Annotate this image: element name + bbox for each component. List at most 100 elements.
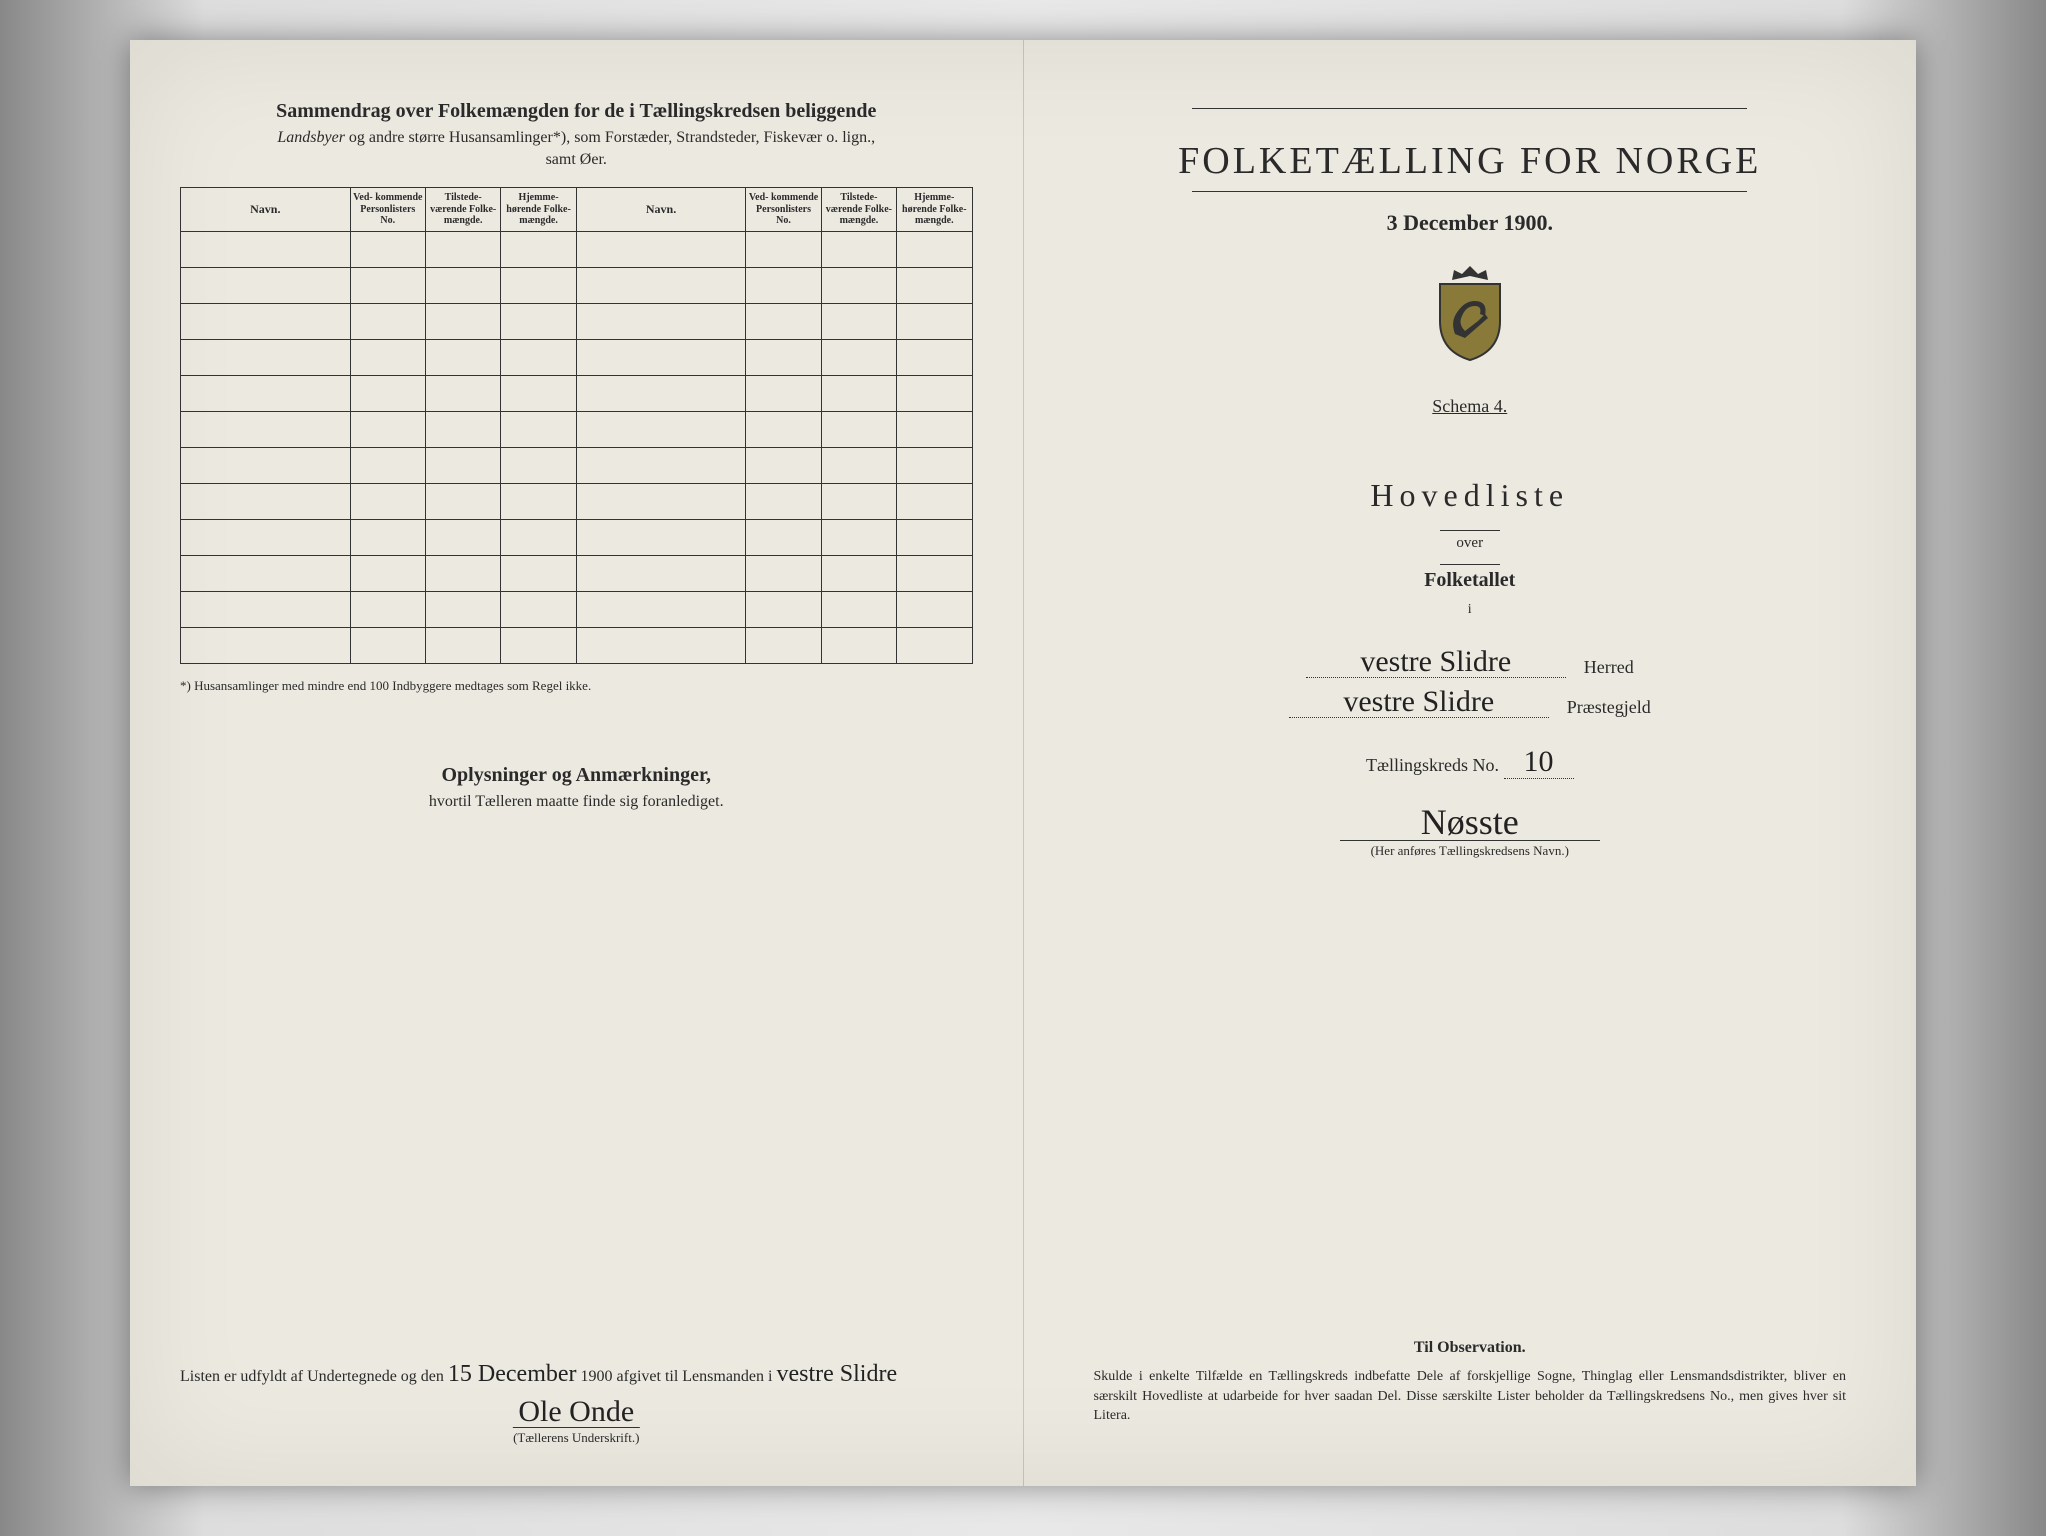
i-label: i <box>1074 602 1867 618</box>
col-navn-2: Navn. <box>576 188 746 232</box>
table-cell <box>897 447 972 483</box>
table-body <box>181 231 973 663</box>
table-cell <box>425 231 500 267</box>
praestegjeld-row: vestre Slidre Præstegjeld <box>1074 688 1867 718</box>
table-cell <box>181 375 351 411</box>
table-row <box>181 375 973 411</box>
table-cell <box>746 447 821 483</box>
table-cell <box>821 483 896 519</box>
table-cell <box>576 231 746 267</box>
oplysninger-section: Oplysninger og Anmærkninger, hvortil Tæl… <box>180 764 973 811</box>
table-cell <box>897 231 972 267</box>
kreds-name-block: Nøsste (Her anføres Tællingskredsens Nav… <box>1074 806 1867 859</box>
table-head: Navn. Ved- kommende Personlisters No. Ti… <box>181 188 973 232</box>
table-cell <box>576 411 746 447</box>
over-rule-2 <box>1440 564 1500 565</box>
table-cell <box>181 411 351 447</box>
table-cell <box>350 303 425 339</box>
table-row <box>181 447 973 483</box>
listen-year: 1900 afgivet til Lensmanden i <box>581 1368 777 1385</box>
folketallet: Folketallet <box>1074 569 1867 592</box>
obs-title: Til Observation. <box>1094 1339 1847 1357</box>
over-rule-1 <box>1440 530 1500 531</box>
kreds-no-hand: 10 <box>1504 745 1574 779</box>
table-cell <box>821 447 896 483</box>
table-cell <box>746 555 821 591</box>
table-cell <box>746 303 821 339</box>
oplys-sub: hvortil Tælleren maatte finde sig foranl… <box>180 793 973 811</box>
table-cell <box>576 375 746 411</box>
kreds-caption: (Her anføres Tællingskredsens Navn.) <box>1074 843 1867 859</box>
coat-of-arms-icon <box>1430 266 1510 361</box>
table-cell <box>576 591 746 627</box>
table-cell <box>350 411 425 447</box>
table-cell <box>501 591 576 627</box>
table-cell <box>897 627 972 663</box>
table-row <box>181 555 973 591</box>
table-cell <box>821 267 896 303</box>
table-cell <box>576 519 746 555</box>
table-row <box>181 483 973 519</box>
table-cell <box>350 519 425 555</box>
table-cell <box>425 627 500 663</box>
table-cell <box>897 303 972 339</box>
table-cell <box>501 375 576 411</box>
table-cell <box>350 555 425 591</box>
listen-date-hand: 15 December <box>448 1361 577 1387</box>
table-row <box>181 519 973 555</box>
col-personlister-1: Ved- kommende Personlisters No. <box>350 188 425 232</box>
table-cell <box>576 627 746 663</box>
table-cell <box>897 267 972 303</box>
table-cell <box>350 591 425 627</box>
table-cell <box>425 447 500 483</box>
document-paper: Sammendrag over Folkemængden for de i Tæ… <box>130 40 1916 1486</box>
table-cell <box>501 339 576 375</box>
table-cell <box>181 303 351 339</box>
herred-row: vestre Slidre Herred <box>1074 648 1867 678</box>
listen-prefix: Listen er udfyldt af Undertegnede og den <box>180 1368 448 1385</box>
table-row <box>181 339 973 375</box>
signature-caption: (Tællerens Underskrift.) <box>513 1430 639 1446</box>
table-row <box>181 411 973 447</box>
signature-block: Ole Onde (Tællerens Underskrift.) <box>513 1398 639 1446</box>
table-cell <box>425 483 500 519</box>
table-cell <box>576 303 746 339</box>
table-cell <box>181 591 351 627</box>
left-page: Sammendrag over Folkemængden for de i Tæ… <box>130 40 1024 1486</box>
table-cell <box>576 483 746 519</box>
table-cell <box>897 591 972 627</box>
right-page: FOLKETÆLLING FOR NORGE 3 December 1900. … <box>1024 40 1917 1486</box>
summary-table: Navn. Ved- kommende Personlisters No. Ti… <box>180 187 973 664</box>
table-cell <box>181 231 351 267</box>
table-cell <box>350 483 425 519</box>
table-cell <box>181 339 351 375</box>
table-cell <box>821 519 896 555</box>
signature: Ole Onde <box>513 1398 639 1425</box>
table-cell <box>576 339 746 375</box>
table-cell <box>425 591 500 627</box>
kreds-no-row: Tællingskreds No. 10 <box>1074 748 1867 776</box>
main-title: FOLKETÆLLING FOR NORGE <box>1074 139 1867 183</box>
table-cell <box>501 519 576 555</box>
summary-title: Sammendrag over Folkemængden for de i Tæ… <box>180 100 973 123</box>
table-cell <box>181 267 351 303</box>
table-cell <box>821 303 896 339</box>
summary-rest: og andre større Husansamlinger*), som Fo… <box>345 129 875 146</box>
table-cell <box>746 519 821 555</box>
table-cell <box>897 411 972 447</box>
table-cell <box>181 519 351 555</box>
table-cell <box>350 267 425 303</box>
table-cell <box>897 519 972 555</box>
table-cell <box>821 627 896 663</box>
table-cell <box>425 555 500 591</box>
table-cell <box>746 375 821 411</box>
table-row <box>181 591 973 627</box>
summary-italic: Landsbyer <box>277 129 345 146</box>
table-row <box>181 303 973 339</box>
praeste-handwritten: vestre Slidre <box>1289 688 1549 718</box>
table-cell <box>501 483 576 519</box>
table-cell <box>425 375 500 411</box>
table-cell <box>501 231 576 267</box>
table-cell <box>350 447 425 483</box>
table-cell <box>897 483 972 519</box>
